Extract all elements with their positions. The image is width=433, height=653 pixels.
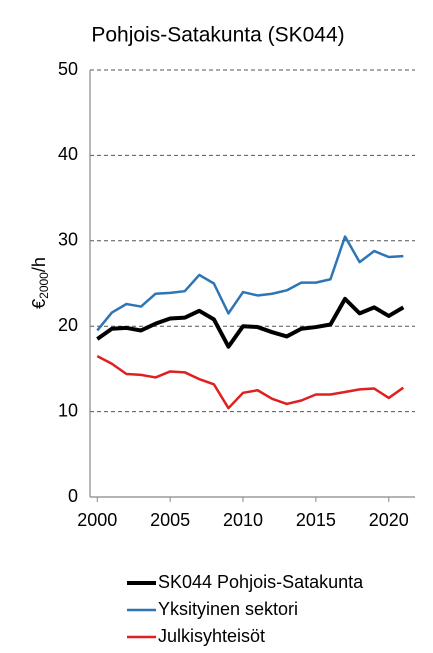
y-label-part: €: [29, 299, 49, 309]
y-tick-label: 0: [68, 486, 78, 506]
y-label-part: /h: [29, 257, 49, 272]
x-tick-label: 2005: [150, 510, 190, 530]
legend-label: SK044 Pohjois-Satakunta: [158, 572, 364, 592]
y-axis-label: €2000/h: [29, 257, 51, 309]
y-tick-label: 50: [58, 59, 78, 79]
series-line: [96, 235, 404, 332]
y-tick-label: 20: [58, 315, 78, 335]
legend-label: Julkisyhteisöt: [158, 626, 265, 646]
y-label-sub: 2000: [37, 272, 51, 299]
x-tick-label: 2010: [223, 510, 263, 530]
x-tick-label: 2015: [296, 510, 336, 530]
y-tick-label: 10: [58, 400, 78, 420]
y-tick-label: 40: [58, 144, 78, 164]
x-tick-label: 2020: [369, 510, 409, 530]
series-line: [96, 296, 405, 349]
y-tick-label: 30: [58, 230, 78, 250]
chart-title: Pohjois-Satakunta (SK044): [91, 24, 344, 47]
series-line: [96, 354, 405, 410]
legend-label: Yksityinen sektori: [158, 599, 298, 619]
x-tick-label: 2000: [77, 510, 117, 530]
